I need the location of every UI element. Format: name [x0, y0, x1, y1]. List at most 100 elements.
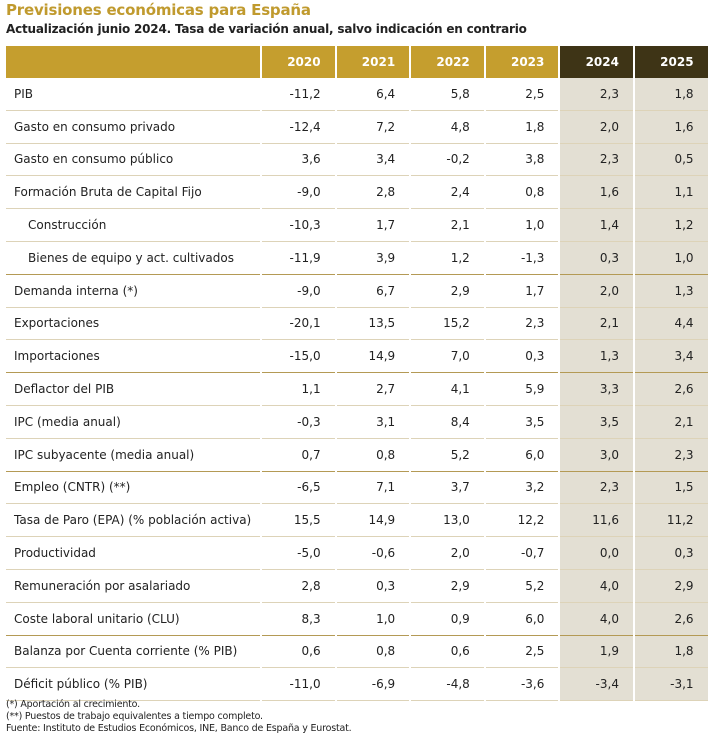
table-row: Importaciones -15,0 14,9 7,0 0,3 1,3 3,4	[6, 340, 709, 373]
forecast-value-cell: 11,2	[634, 504, 709, 537]
source-note: Fuente: Instituto de Estudios Económicos…	[6, 723, 351, 735]
value-cell: 0,3	[485, 340, 560, 373]
forecast-value-cell: 2,6	[634, 602, 709, 635]
table-row: Productividad -5,0 -0,6 2,0 -0,7 0,0 0,3	[6, 537, 709, 570]
value-cell: 2,8	[261, 569, 336, 602]
forecast-value-cell: 1,4	[559, 209, 634, 242]
row-label: Empleo (CNTR) (**)	[6, 471, 261, 504]
value-cell: 0,9	[410, 602, 485, 635]
value-cell: 1,1	[261, 373, 336, 406]
forecast-value-cell: 0,3	[559, 241, 634, 274]
forecast-value-cell: 0,3	[634, 537, 709, 570]
forecast-value-cell: 3,5	[559, 405, 634, 438]
value-cell: 14,9	[336, 340, 411, 373]
column-header-forecast: 2024	[559, 46, 634, 78]
row-label: Exportaciones	[6, 307, 261, 340]
forecast-value-cell: 1,9	[559, 635, 634, 668]
value-cell: 2,0	[410, 537, 485, 570]
table-row: IPC subyacente (media anual) 0,7 0,8 5,2 6,0…	[6, 438, 709, 471]
value-cell: -0,2	[410, 143, 485, 176]
forecast-value-cell: 2,0	[559, 110, 634, 143]
value-cell: 7,1	[336, 471, 411, 504]
column-header-forecast: 2025	[634, 46, 709, 78]
value-cell: -6,5	[261, 471, 336, 504]
value-cell: 5,2	[410, 438, 485, 471]
value-cell: -10,3	[261, 209, 336, 242]
value-cell: -20,1	[261, 307, 336, 340]
forecast-value-cell: 2,3	[559, 78, 634, 110]
footnote: (**) Puestos de trabajo equivalentes a t…	[6, 711, 351, 723]
column-header: 2023	[485, 46, 560, 78]
row-label: IPC subyacente (media anual)	[6, 438, 261, 471]
value-cell: -4,8	[410, 668, 485, 701]
forecast-value-cell: 11,6	[559, 504, 634, 537]
value-cell: 3,4	[336, 143, 411, 176]
value-cell: 8,4	[410, 405, 485, 438]
value-cell: -0,3	[261, 405, 336, 438]
value-cell: 0,3	[336, 569, 411, 602]
value-cell: 3,2	[485, 471, 560, 504]
value-cell: 3,1	[336, 405, 411, 438]
forecast-table: 2020 2021 2022 2023 2024 2025 PIB -11,2 6,…	[6, 46, 710, 701]
forecast-value-cell: 0,5	[634, 143, 709, 176]
forecast-value-cell: 2,1	[559, 307, 634, 340]
value-cell: 5,8	[410, 78, 485, 110]
forecast-value-cell: 4,0	[559, 602, 634, 635]
table-header-row: 2020 2021 2022 2023 2024 2025	[6, 46, 709, 78]
value-cell: 4,8	[410, 110, 485, 143]
row-label: Gasto en consumo privado	[6, 110, 261, 143]
table-row: Remuneración por asalariado 2,8 0,3 2,9 5,2 4…	[6, 569, 709, 602]
value-cell: 0,8	[485, 176, 560, 209]
value-cell: -5,0	[261, 537, 336, 570]
value-cell: 8,3	[261, 602, 336, 635]
forecast-value-cell: 1,2	[634, 209, 709, 242]
value-cell: 1,7	[336, 209, 411, 242]
value-cell: 1,0	[485, 209, 560, 242]
value-cell: 3,8	[485, 143, 560, 176]
value-cell: 5,2	[485, 569, 560, 602]
footnote: (*) Aportación al crecimiento.	[6, 699, 351, 711]
forecast-value-cell: 2,0	[559, 274, 634, 307]
table-row: Coste laboral unitario (CLU) 8,3 1,0 0,9 6,0…	[6, 602, 709, 635]
row-label: Tasa de Paro (EPA) (% población activa)	[6, 504, 261, 537]
forecast-value-cell: 1,8	[634, 635, 709, 668]
row-label: PIB	[6, 78, 261, 110]
value-cell: 6,0	[485, 438, 560, 471]
value-cell: 2,4	[410, 176, 485, 209]
value-cell: 14,9	[336, 504, 411, 537]
forecast-value-cell: 2,6	[634, 373, 709, 406]
value-cell: -11,9	[261, 241, 336, 274]
footnotes: (*) Aportación al crecimiento. (**) Pues…	[6, 699, 351, 735]
value-cell: 4,1	[410, 373, 485, 406]
page-subtitle: Actualización junio 2024. Tasa de variac…	[6, 22, 527, 36]
value-cell: 2,9	[410, 274, 485, 307]
table-row: IPC (media anual) -0,3 3,1 8,4 3,5 3,5 2,1	[6, 405, 709, 438]
value-cell: -1,3	[485, 241, 560, 274]
column-header-indicator	[6, 46, 261, 78]
value-cell: 12,2	[485, 504, 560, 537]
column-header: 2020	[261, 46, 336, 78]
forecast-value-cell: 1,6	[634, 110, 709, 143]
row-label: IPC (media anual)	[6, 405, 261, 438]
column-header: 2021	[336, 46, 411, 78]
value-cell: 6,4	[336, 78, 411, 110]
table-row: Bienes de equipo y act. cultivados -11,9 3…	[6, 241, 709, 274]
value-cell: 1,0	[336, 602, 411, 635]
forecast-value-cell: 3,0	[559, 438, 634, 471]
row-label: Demanda interna (*)	[6, 274, 261, 307]
forecast-value-cell: 1,3	[559, 340, 634, 373]
value-cell: 2,8	[336, 176, 411, 209]
row-label: Bienes de equipo y act. cultivados	[6, 241, 261, 274]
value-cell: -11,2	[261, 78, 336, 110]
value-cell: 13,0	[410, 504, 485, 537]
table-row: Deflactor del PIB 1,1 2,7 4,1 5,9 3,3 2,6	[6, 373, 709, 406]
value-cell: 2,7	[336, 373, 411, 406]
forecast-value-cell: 1,8	[634, 78, 709, 110]
forecast-value-cell: 1,3	[634, 274, 709, 307]
value-cell: 13,5	[336, 307, 411, 340]
row-label: Importaciones	[6, 340, 261, 373]
table-row: Balanza por Cuenta corriente (% PIB) 0,6 0…	[6, 635, 709, 668]
table-row: PIB -11,2 6,4 5,8 2,5 2,3 1,8	[6, 78, 709, 110]
forecast-value-cell: 2,1	[634, 405, 709, 438]
value-cell: 5,9	[485, 373, 560, 406]
